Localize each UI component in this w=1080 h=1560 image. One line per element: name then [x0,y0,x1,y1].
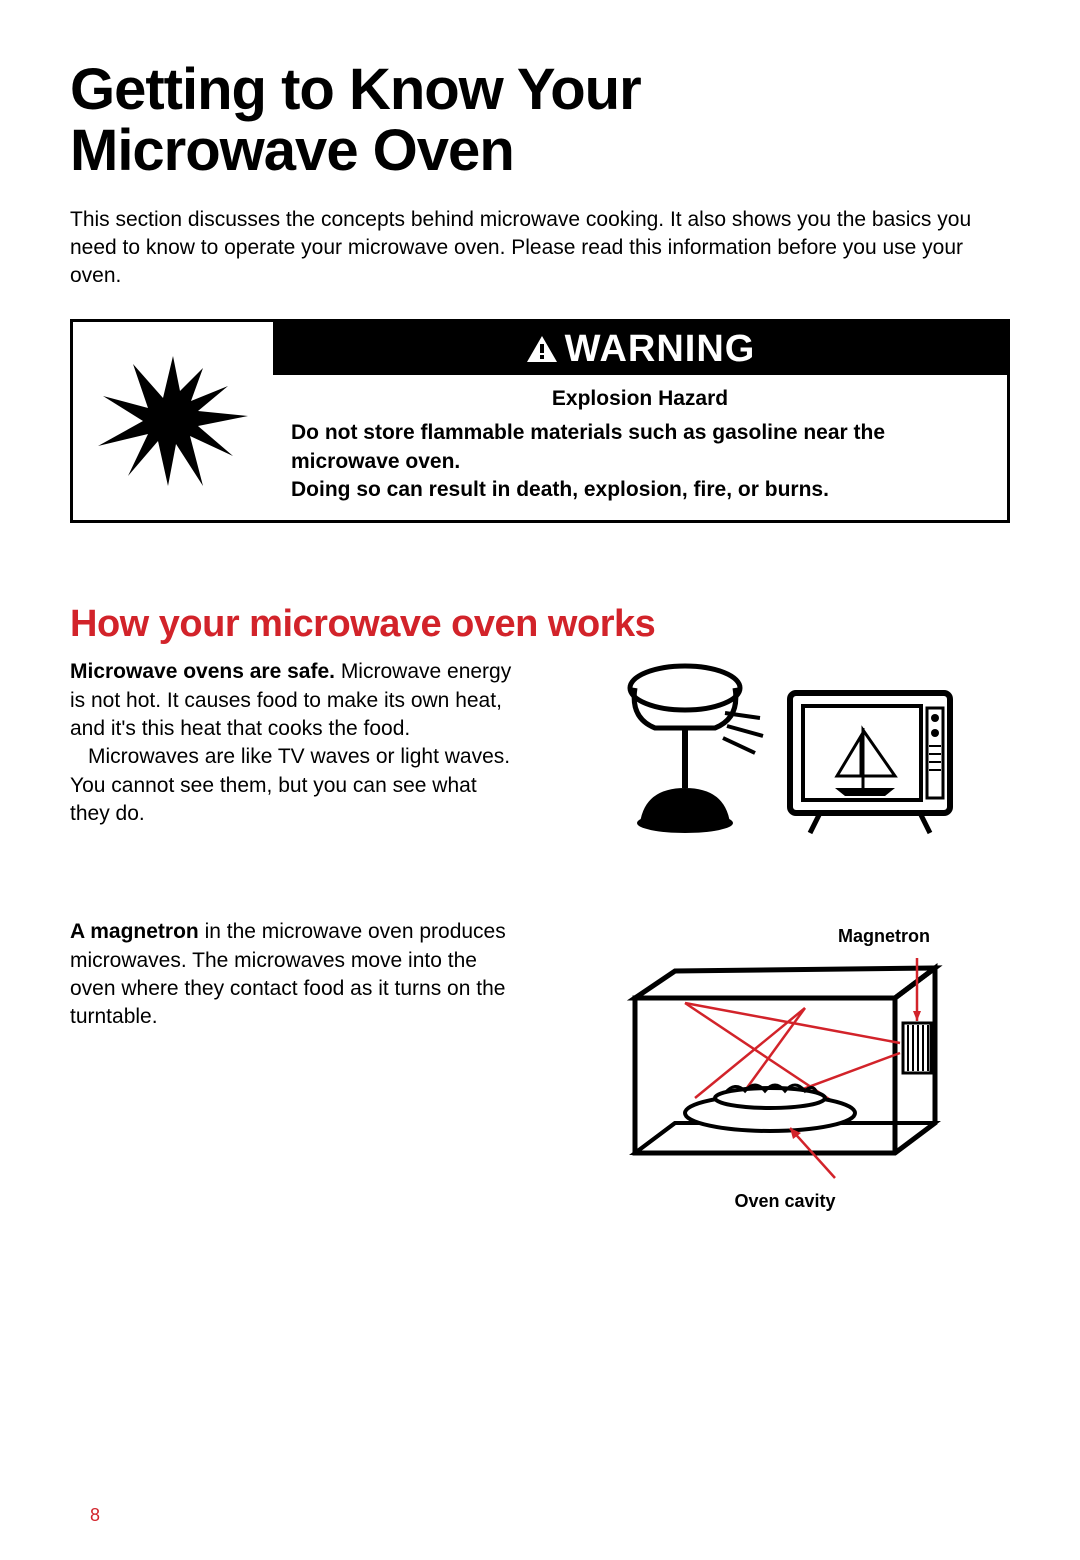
page-number: 8 [90,1505,100,1526]
intro-paragraph: This section discusses the concepts behi… [70,206,1010,291]
page-title: Getting to Know Your Microwave Oven [70,60,1010,182]
content-row-1: Microwave ovens are safe. Microwave ener… [70,658,1010,858]
warning-header-text: WARNING [565,328,756,371]
section-heading: How your microwave oven works [70,603,1010,646]
warning-text-cell: WARNING Explosion Hazard Do not store fl… [273,322,1007,520]
caption-oven-cavity: Oven cavity [734,1191,835,1212]
alert-triangle-icon [525,334,559,364]
warning-box: WARNING Explosion Hazard Do not store fl… [70,319,1010,523]
warning-line-2: Doing so can result in death, explosion,… [291,476,989,504]
title-line-1: Getting to Know Your [70,57,641,122]
title-line-2: Microwave Oven [70,118,514,183]
warning-header: WARNING [273,322,1007,375]
text-block-1: Microwave ovens are safe. Microwave ener… [70,658,520,858]
warning-hazard: Explosion Hazard [291,385,989,413]
illustration-2: Magnetron [560,918,1010,1212]
warning-body: Explosion Hazard Do not store flammable … [273,375,1007,520]
warning-line-1: Do not store flammable materials such as… [291,419,989,476]
content-row-2: A magnetron in the microwave oven produc… [70,918,1010,1212]
lamp-tv-illustration [605,658,965,858]
caption-magnetron: Magnetron [560,926,1010,947]
block1-text2: Microwaves are like TV waves or light wa… [70,743,520,828]
block1-lead: Microwave ovens are safe. [70,660,335,683]
explosion-icon-cell [73,322,273,520]
oven-cavity-diagram [595,953,975,1183]
text-block-2: A magnetron in the microwave oven produc… [70,918,520,1212]
illustration-1 [560,658,1010,858]
explosion-icon [98,356,248,486]
block2-lead: A magnetron [70,920,199,943]
